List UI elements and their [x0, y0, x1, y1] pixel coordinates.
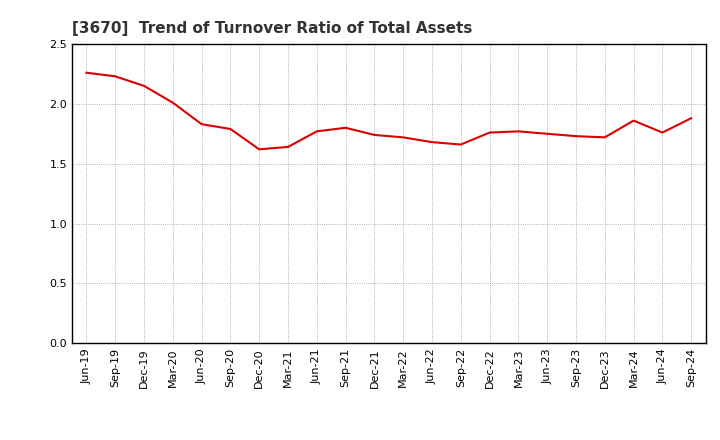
Text: [3670]  Trend of Turnover Ratio of Total Assets: [3670] Trend of Turnover Ratio of Total … — [72, 21, 472, 36]
